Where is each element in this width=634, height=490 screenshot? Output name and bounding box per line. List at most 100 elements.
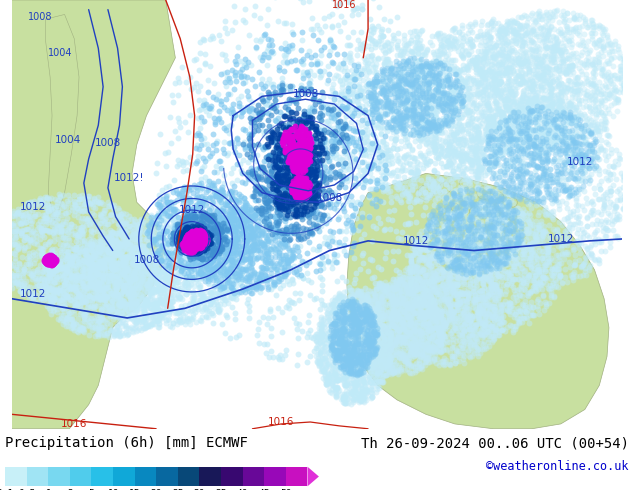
Point (438, 267, 448, 275)
Point (274, 137, 284, 145)
Point (451, 64, 461, 72)
Point (595, 143, 605, 150)
Point (193, 237, 204, 245)
Point (353, 340, 363, 347)
Point (398, 325, 408, 333)
Point (548, 192, 559, 199)
Point (339, 318, 349, 326)
Point (283, 130, 293, 138)
Point (414, 359, 424, 367)
Point (350, 361, 360, 368)
Point (302, 156, 313, 164)
Point (493, 190, 503, 198)
Point (360, 383, 370, 391)
Point (443, 55, 453, 63)
Point (332, 347, 342, 355)
Point (441, 288, 451, 295)
Point (45, 270, 55, 278)
Point (353, 357, 363, 365)
Point (546, 52, 556, 60)
Point (399, 108, 410, 116)
Point (619, 192, 629, 200)
Point (536, 268, 546, 275)
Point (401, 116, 411, 124)
Point (371, 340, 381, 347)
Point (257, 210, 268, 218)
Point (68, 252, 78, 260)
Point (85, 293, 95, 300)
Point (522, 291, 533, 299)
Point (371, 315, 381, 323)
Point (476, 330, 486, 338)
Point (42, 213, 52, 220)
Point (452, 84, 462, 92)
Point (187, 246, 197, 254)
Point (122, 261, 133, 269)
Point (321, 194, 331, 202)
Point (427, 357, 437, 365)
Point (469, 235, 479, 243)
Point (388, 368, 398, 375)
Point (526, 118, 536, 126)
Point (464, 260, 474, 268)
Point (297, 152, 307, 160)
Point (113, 294, 123, 302)
Point (323, 75, 333, 83)
Point (468, 107, 478, 115)
Point (299, 183, 309, 191)
Point (178, 264, 188, 272)
Point (491, 258, 501, 266)
Point (349, 364, 359, 372)
Point (330, 293, 340, 301)
Point (271, 226, 281, 234)
Point (103, 280, 113, 288)
Point (417, 328, 427, 336)
Text: Th 26-09-2024 00..06 UTC (00+54): Th 26-09-2024 00..06 UTC (00+54) (361, 436, 629, 450)
Point (126, 293, 136, 301)
Point (45, 257, 55, 265)
Point (287, 186, 297, 194)
Point (372, 369, 382, 377)
Point (52, 302, 62, 310)
Point (558, 57, 568, 65)
Point (252, 222, 262, 230)
Point (410, 38, 420, 46)
Point (278, 139, 288, 147)
Point (484, 331, 494, 339)
Point (4, 223, 14, 231)
Point (290, 159, 300, 167)
Point (204, 262, 214, 270)
Point (186, 230, 197, 238)
Point (437, 147, 447, 155)
Point (173, 156, 183, 164)
Point (361, 338, 371, 345)
Point (316, 130, 326, 138)
Point (92, 330, 102, 338)
Point (359, 348, 370, 356)
Point (346, 332, 356, 340)
Point (64, 260, 74, 268)
Point (525, 254, 535, 262)
Point (287, 149, 297, 157)
Point (581, 43, 592, 50)
Point (429, 249, 439, 257)
Point (419, 243, 429, 251)
Point (240, 179, 250, 187)
Point (353, 317, 363, 324)
Point (506, 221, 516, 229)
Point (507, 234, 517, 242)
Point (464, 87, 474, 95)
Point (501, 25, 511, 33)
Point (457, 77, 467, 85)
Point (406, 279, 416, 287)
Point (42, 277, 53, 285)
Point (164, 308, 174, 316)
Point (74, 276, 84, 284)
Point (224, 227, 235, 235)
Point (350, 315, 360, 323)
Point (206, 244, 216, 252)
Point (76, 204, 86, 212)
Point (453, 245, 463, 253)
Point (96, 280, 107, 288)
Point (264, 275, 275, 283)
